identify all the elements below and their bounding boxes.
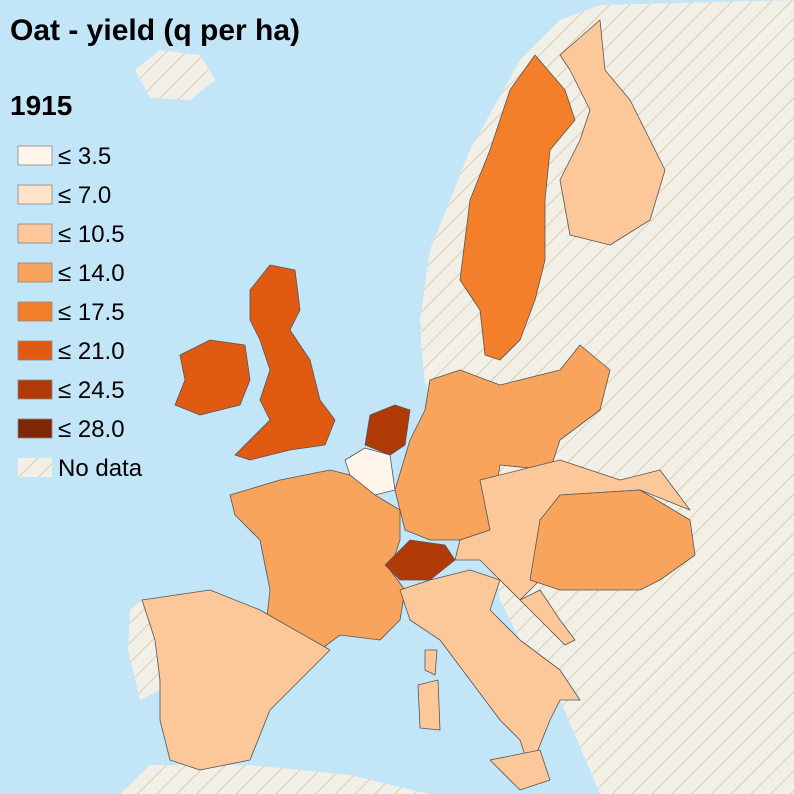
legend-label: ≤ 14.0 <box>58 260 125 287</box>
legend-label: ≤ 17.5 <box>58 299 125 326</box>
legend-label: ≤ 21.0 <box>58 338 125 365</box>
legend-swatch <box>17 184 53 205</box>
switzerland <box>384 539 456 581</box>
legend-label: No data <box>58 455 143 482</box>
title: Oat - yield (q per ha) <box>10 14 300 47</box>
italy <box>399 569 581 771</box>
countries <box>141 19 696 791</box>
legend: ≤ 3.5 ≤ 7.0 ≤ 10.5 ≤ 14.0 ≤ 17.5 ≤ 21.0 ≤ 24.5… <box>17 143 143 482</box>
corsica <box>424 649 438 676</box>
legend-swatch <box>18 458 52 477</box>
sicily <box>489 749 551 791</box>
legend-swatch <box>17 223 53 244</box>
legend-label: ≤ 28.0 <box>58 416 125 443</box>
legend-label: ≤ 10.5 <box>58 221 125 248</box>
great-britain <box>234 264 336 461</box>
legend-swatch <box>17 340 53 361</box>
sardinia <box>417 679 441 731</box>
legend-swatch <box>17 262 53 283</box>
legend-label: ≤ 3.5 <box>58 143 111 170</box>
year: 1915 <box>10 90 72 121</box>
dalmatia <box>519 589 576 646</box>
legend-label: ≤ 24.5 <box>58 377 125 404</box>
spain <box>141 589 331 771</box>
legend-swatch <box>17 379 53 400</box>
legend-swatch <box>17 301 53 322</box>
ireland <box>174 339 251 416</box>
legend-label: ≤ 7.0 <box>58 182 111 209</box>
finland <box>559 19 666 246</box>
legend-swatch <box>17 418 53 439</box>
netherlands <box>364 404 411 456</box>
france <box>229 469 406 651</box>
sweden <box>459 54 576 361</box>
legend-swatch <box>17 145 53 166</box>
hungary <box>529 489 696 591</box>
